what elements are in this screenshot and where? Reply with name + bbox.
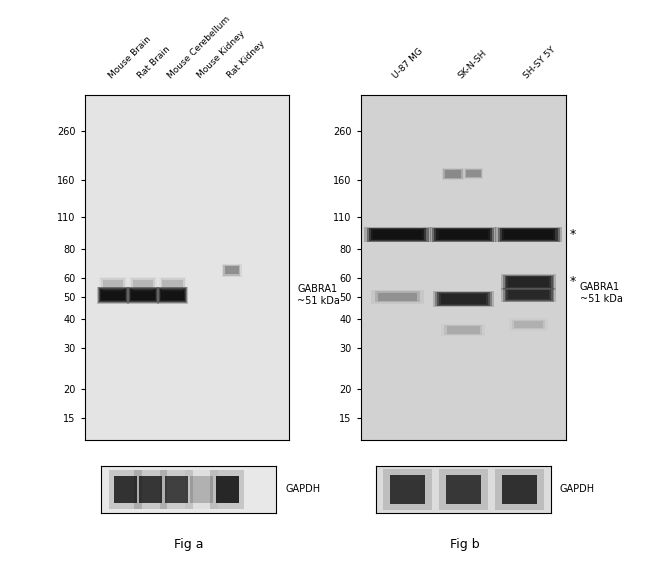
Text: U-87 MG: U-87 MG bbox=[391, 47, 425, 80]
Text: SK-N-SH: SK-N-SH bbox=[457, 48, 489, 80]
Text: Mouse Cerebellum: Mouse Cerebellum bbox=[166, 15, 232, 80]
Text: SH-SY 5Y: SH-SY 5Y bbox=[523, 45, 558, 80]
Text: Rat Kidney: Rat Kidney bbox=[226, 39, 266, 80]
Text: Rat Brain: Rat Brain bbox=[136, 44, 172, 80]
Text: Mouse Brain: Mouse Brain bbox=[107, 34, 153, 80]
Text: Fig a: Fig a bbox=[174, 538, 203, 551]
Text: GAPDH: GAPDH bbox=[285, 485, 320, 494]
Text: GABRA1
~51 kDa: GABRA1 ~51 kDa bbox=[580, 282, 623, 304]
Text: Fig b: Fig b bbox=[450, 538, 480, 551]
Text: GABRA1
~51 kDa: GABRA1 ~51 kDa bbox=[298, 284, 341, 306]
Text: *: * bbox=[569, 228, 576, 241]
Text: *: * bbox=[569, 275, 576, 288]
Text: GAPDH: GAPDH bbox=[560, 485, 595, 494]
Text: Mouse Kidney: Mouse Kidney bbox=[196, 29, 247, 80]
